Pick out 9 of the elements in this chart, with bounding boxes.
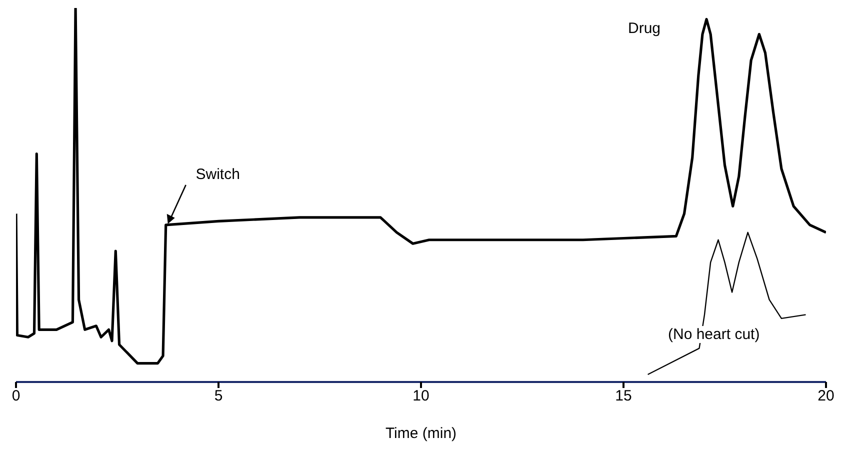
x-tick-label: 15 [615, 388, 632, 405]
annotation: (No heart cut) [668, 326, 760, 343]
x-tick-label: 0 [12, 388, 20, 405]
x-axis-title: Time (min) [385, 425, 457, 442]
x-tick-label: 20 [818, 388, 834, 405]
x-tick-label: 5 [214, 388, 223, 405]
x-tick-label: 10 [412, 388, 430, 405]
annotation: Switch [196, 166, 240, 183]
annotation: Drug [628, 20, 661, 37]
